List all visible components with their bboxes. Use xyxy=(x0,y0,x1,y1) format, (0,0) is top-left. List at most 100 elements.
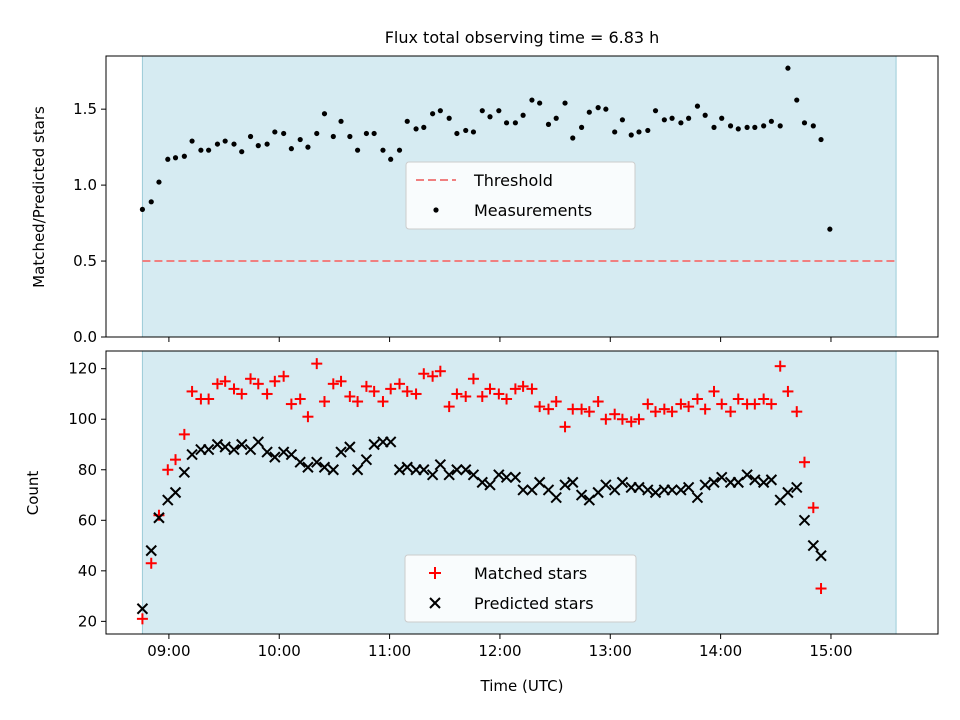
predicted-star-point xyxy=(642,484,654,496)
measurement-point xyxy=(794,97,800,103)
top-y-ticks: 0.0 0.5 1.0 1.5 xyxy=(73,100,106,346)
measurement-point xyxy=(297,136,303,143)
y-tick-label: 40 xyxy=(78,562,97,580)
matched-star-point xyxy=(616,413,628,425)
predicted-star-point xyxy=(550,491,562,504)
measurement-point xyxy=(768,118,774,124)
measurement-point xyxy=(380,147,386,153)
predicted-star-point xyxy=(302,461,314,473)
matched-star-point xyxy=(600,413,612,425)
top-panel: 0.0 0.5 1.0 1.5 Matched/Predicted stars Thr… xyxy=(30,55,939,346)
measurement-point xyxy=(520,112,526,118)
measurement-point xyxy=(330,133,336,140)
predicted-star-point xyxy=(202,443,215,456)
matched-star-point xyxy=(136,613,148,625)
measurement-point xyxy=(156,179,162,185)
x-tick-label: 09:00 xyxy=(147,642,190,660)
matched-star-point xyxy=(451,388,463,400)
matched-star-point xyxy=(732,393,744,405)
measurement-point xyxy=(396,147,403,153)
legend-measurements-label: Measurements xyxy=(474,201,592,220)
predicted-star-point xyxy=(426,469,439,481)
measurement-point xyxy=(172,155,179,161)
predicted-star-point xyxy=(434,458,447,471)
predicted-star-point xyxy=(484,479,496,491)
y-tick-label: 100 xyxy=(68,410,97,428)
measurement-point xyxy=(181,153,187,159)
measurement-point xyxy=(305,144,311,150)
legend-predicted-swatch xyxy=(429,597,441,609)
measurement-point xyxy=(628,132,634,138)
matched-star-point xyxy=(642,398,654,410)
predicted-star-point xyxy=(682,481,695,494)
predicted-star-point xyxy=(327,464,340,476)
matched-star-point xyxy=(609,408,621,420)
matched-star-point xyxy=(666,406,678,418)
y-tick-label: 80 xyxy=(78,461,97,479)
matched-star-point xyxy=(427,370,439,382)
predicted-star-point xyxy=(335,446,347,458)
measurement-point xyxy=(347,133,353,140)
measurement-point xyxy=(586,109,592,115)
predicted-star-point xyxy=(401,461,413,473)
top-y-axis-label: Matched/Predicted stars xyxy=(30,106,48,288)
measurement-point xyxy=(363,130,370,137)
matched-star-point xyxy=(725,406,737,418)
measurement-point xyxy=(727,123,734,129)
predicted-star-point xyxy=(360,453,373,466)
predicted-star-point xyxy=(476,476,488,489)
measurement-point xyxy=(678,120,684,126)
measurement-point xyxy=(214,141,221,147)
predicted-star-point xyxy=(443,469,455,481)
predicted-star-point xyxy=(277,446,290,458)
matched-star-point xyxy=(576,403,588,415)
matched-star-point xyxy=(815,583,827,595)
measurement-point xyxy=(661,117,667,123)
matched-star-point xyxy=(352,396,364,408)
y-tick-label: 1.5 xyxy=(73,100,97,118)
measurement-point xyxy=(761,123,767,129)
predicted-star-point xyxy=(269,451,281,463)
measurement-point xyxy=(612,129,618,135)
matched-star-point xyxy=(583,406,595,418)
matched-star-point xyxy=(708,385,720,397)
measurement-point xyxy=(239,149,245,155)
measurement-point xyxy=(570,135,576,141)
y-tick-label: 1.0 xyxy=(73,176,97,194)
predicted-star-point xyxy=(136,603,149,615)
measurement-point xyxy=(702,112,708,118)
predicted-star-point xyxy=(311,456,323,468)
measurement-point xyxy=(744,124,750,130)
matched-star-point xyxy=(675,398,687,410)
matched-star-point xyxy=(186,385,198,397)
predicted-star-point xyxy=(294,456,306,468)
predicted-star-point xyxy=(351,464,364,476)
measurement-point xyxy=(404,118,410,124)
x-tick-label: 13:00 xyxy=(589,642,632,660)
measurement-point xyxy=(463,127,469,134)
predicted-star-point xyxy=(500,471,513,484)
measurement-point xyxy=(247,133,254,140)
matched-star-point xyxy=(236,388,248,400)
matched-star-point xyxy=(327,378,339,390)
measurement-point xyxy=(314,130,320,137)
matched-star-point xyxy=(311,358,323,370)
measurement-point xyxy=(735,126,741,132)
matched-star-point xyxy=(774,360,786,372)
top-x-ticks xyxy=(168,337,832,342)
matched-star-point xyxy=(335,375,347,387)
matched-star-point xyxy=(410,388,422,400)
matched-star-point xyxy=(261,388,273,400)
matched-star-point xyxy=(318,396,330,408)
predicted-stars-series xyxy=(136,436,827,615)
matched-star-point xyxy=(344,390,356,402)
x-axis-label: Time (UTC) xyxy=(480,677,564,695)
predicted-star-point xyxy=(219,441,231,453)
matched-star-point xyxy=(245,373,257,385)
legend-matched-swatch xyxy=(429,567,441,579)
predicted-star-point xyxy=(782,486,794,499)
predicted-star-point xyxy=(169,486,182,499)
predicted-star-point xyxy=(567,476,579,489)
predicted-star-point xyxy=(716,471,728,484)
predicted-star-point xyxy=(236,438,248,451)
